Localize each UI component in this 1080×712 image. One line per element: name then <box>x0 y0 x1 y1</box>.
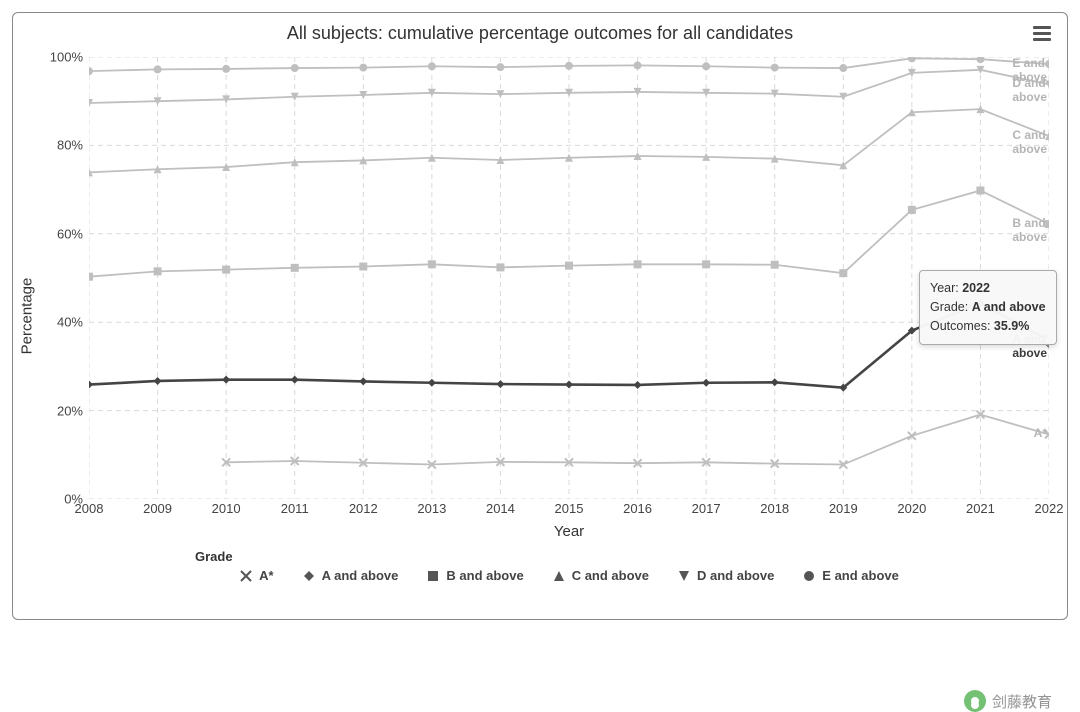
x-tick: 2013 <box>417 501 446 516</box>
tooltip-year-label: Year: <box>930 281 962 295</box>
chart-tooltip: Year: 2022 Grade: A and above Outcomes: … <box>919 270 1057 344</box>
x-tick: 2016 <box>623 501 652 516</box>
legend: Grade A* A and above B and above C and abov… <box>89 549 1049 607</box>
legend-label: C and above <box>572 568 649 583</box>
y-axis-label: Percentage <box>19 278 36 355</box>
y-tick: 100% <box>50 50 83 65</box>
legend-item[interactable]: C and above <box>552 568 649 583</box>
y-tick: 80% <box>57 138 83 153</box>
x-tick: 2012 <box>349 501 378 516</box>
chart-container: All subjects: cumulative percentage outc… <box>12 12 1068 620</box>
tooltip-grade: A and above <box>972 300 1046 314</box>
x-tick: 2020 <box>897 501 926 516</box>
watermark-text: 剑藤教育 <box>992 691 1052 712</box>
x-tick: 2009 <box>143 501 172 516</box>
x-tick: 2022 <box>1035 501 1064 516</box>
legend-item[interactable]: B and above <box>426 568 523 583</box>
legend-marker-icon <box>552 569 566 583</box>
x-tick: 2017 <box>692 501 721 516</box>
legend-marker-icon <box>802 569 816 583</box>
tooltip-grade-label: Grade: <box>930 300 972 314</box>
chart-title: All subjects: cumulative percentage outc… <box>13 13 1067 44</box>
y-tick: 60% <box>57 226 83 241</box>
x-tick: 2011 <box>281 501 309 516</box>
x-axis-label: Year <box>554 523 584 540</box>
x-tick: 2019 <box>829 501 858 516</box>
legend-label: A and above <box>322 568 399 583</box>
chart-svg <box>89 57 1049 499</box>
x-tick: 2018 <box>760 501 789 516</box>
legend-item[interactable]: A and above <box>302 568 399 583</box>
x-tick: 2010 <box>212 501 241 516</box>
legend-marker-icon <box>302 569 316 583</box>
legend-label: A* <box>259 568 273 583</box>
plot-area[interactable]: 0%20%40%60%80%100% A*A and aboveB and ab… <box>89 57 1049 499</box>
watermark: 剑藤教育 <box>964 690 1052 712</box>
legend-marker-icon <box>426 569 440 583</box>
legend-label: B and above <box>446 568 523 583</box>
x-axis: 2008200920102011201220132014201520162017… <box>89 501 1049 531</box>
wechat-icon <box>964 690 986 712</box>
legend-marker-icon <box>239 569 253 583</box>
legend-label: D and above <box>697 568 774 583</box>
legend-item[interactable]: A* <box>239 568 273 583</box>
legend-label: E and above <box>822 568 899 583</box>
x-tick: 2015 <box>555 501 584 516</box>
hamburger-icon <box>1033 26 1051 29</box>
y-tick: 20% <box>57 403 83 418</box>
tooltip-year: 2022 <box>962 281 990 295</box>
x-tick: 2008 <box>75 501 104 516</box>
x-tick: 2014 <box>486 501 515 516</box>
legend-title: Grade <box>195 549 1049 564</box>
tooltip-value-label: Outcomes: <box>930 319 994 333</box>
legend-item[interactable]: E and above <box>802 568 899 583</box>
chart-menu-button[interactable] <box>1033 23 1051 44</box>
y-tick: 40% <box>57 315 83 330</box>
legend-item[interactable]: D and above <box>677 568 774 583</box>
legend-marker-icon <box>677 569 691 583</box>
x-tick: 2021 <box>966 501 995 516</box>
tooltip-value: 35.9% <box>994 319 1029 333</box>
